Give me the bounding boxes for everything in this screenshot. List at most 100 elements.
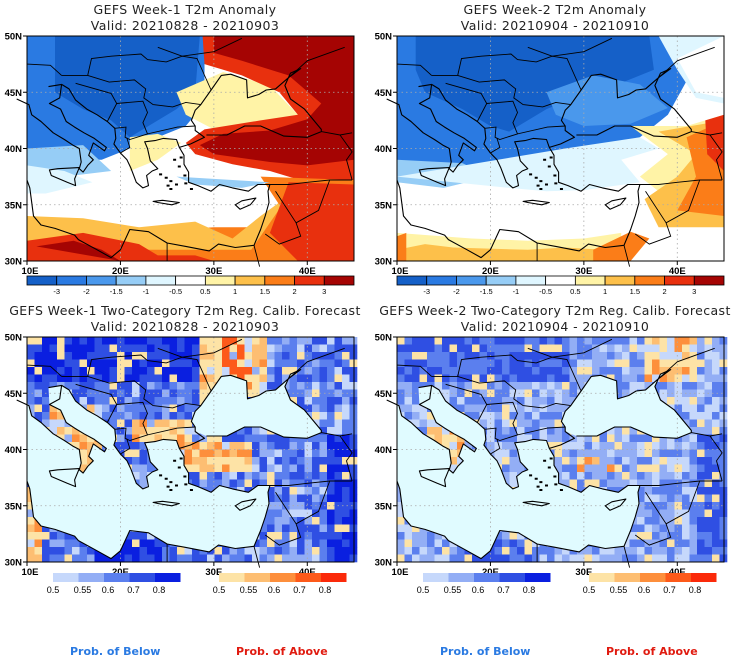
island xyxy=(189,489,193,491)
prob-cell xyxy=(214,367,223,375)
prob-cell xyxy=(487,352,495,360)
prob-cell xyxy=(419,412,428,420)
prob-cell xyxy=(524,554,533,563)
y-tick-label: 50N xyxy=(5,32,23,43)
prob-cell xyxy=(349,532,358,540)
prob-cell xyxy=(547,434,555,443)
y-tick-label: 40N xyxy=(5,144,23,155)
colorbar-below-swatch xyxy=(525,573,551,582)
prob-cell xyxy=(57,367,65,375)
prob-cell xyxy=(682,554,690,563)
prob-cell xyxy=(229,554,238,563)
prob-cell xyxy=(697,547,705,555)
prob-cell xyxy=(419,352,428,360)
prob-cell xyxy=(539,412,548,420)
prob-cell xyxy=(282,479,290,488)
prob-cell xyxy=(614,554,623,563)
prob-cell xyxy=(199,442,208,450)
prob-cell xyxy=(397,382,405,390)
prob-cell xyxy=(614,352,623,360)
prob-cell xyxy=(569,367,578,375)
prob-cell xyxy=(442,547,450,555)
prob-cell xyxy=(667,382,675,390)
prob-cell xyxy=(502,442,510,450)
prob-cell xyxy=(502,382,510,390)
prob-cell xyxy=(297,457,305,465)
country-border xyxy=(253,245,261,267)
prob-cell xyxy=(457,344,465,353)
prob-cell xyxy=(457,374,465,383)
prob-cell xyxy=(327,367,335,375)
colorbar-above-swatch xyxy=(589,573,615,582)
prob-cell xyxy=(289,457,298,465)
prob-cell xyxy=(139,554,148,563)
prob-cell xyxy=(674,509,683,518)
prob-cell xyxy=(509,449,518,458)
prob-cell xyxy=(667,502,675,510)
colorbar-above-swatch xyxy=(270,573,296,582)
coastline xyxy=(16,384,107,474)
prob-cell xyxy=(319,449,328,458)
prob-cell xyxy=(259,554,268,563)
country-border xyxy=(490,439,501,455)
colorbar-label: -2 xyxy=(83,287,90,296)
prob-cell xyxy=(342,382,350,390)
prob-cell xyxy=(177,397,185,405)
prob-cell xyxy=(312,554,320,563)
country-border xyxy=(658,347,715,379)
prob-cell xyxy=(304,464,313,473)
prob-cell xyxy=(124,389,133,398)
prob-cell xyxy=(517,352,525,360)
prob-cell xyxy=(304,532,313,540)
prob-cell xyxy=(349,419,358,428)
prob-cell xyxy=(267,517,275,525)
prob-cell xyxy=(607,457,615,465)
anomaly-region xyxy=(397,238,631,261)
prob-cell xyxy=(697,367,705,375)
prob-cell xyxy=(644,359,653,368)
prob-cell xyxy=(667,389,675,398)
prob-cell xyxy=(162,374,170,383)
prob-cell xyxy=(637,524,645,533)
prob-cell xyxy=(547,404,555,413)
prob-cell xyxy=(494,382,503,390)
prob-cell xyxy=(682,532,690,540)
prob-cell xyxy=(712,487,720,495)
prob-cell xyxy=(637,374,645,383)
prob-cell xyxy=(427,344,435,353)
prob-cell xyxy=(349,524,358,533)
prob-cell xyxy=(117,337,125,345)
prob-cell xyxy=(449,389,458,398)
prob-cell xyxy=(502,344,510,353)
island xyxy=(173,158,177,161)
prob-cell xyxy=(42,397,50,405)
coastline xyxy=(234,197,257,210)
prob-cell xyxy=(479,382,488,390)
prob-cell xyxy=(487,554,495,563)
colorbar-label: -1.5 xyxy=(110,287,123,296)
coastline xyxy=(431,384,550,490)
y-tick-label: 50N xyxy=(5,333,23,344)
prob-cell xyxy=(102,404,110,413)
country-border xyxy=(527,338,613,358)
prob-cell xyxy=(712,539,720,548)
prob-cell xyxy=(139,449,148,458)
prob-cell xyxy=(457,457,465,465)
prob-cell xyxy=(479,337,488,345)
prob-cell xyxy=(259,367,268,375)
prob-cell xyxy=(539,337,548,345)
prob-cell xyxy=(607,359,615,368)
prob-cell xyxy=(147,419,155,428)
prob-cell xyxy=(184,449,193,458)
prob-cell xyxy=(237,352,245,360)
x-tick-label: 10E xyxy=(392,266,409,277)
prob-cell xyxy=(584,472,593,480)
prob-cell xyxy=(27,359,35,368)
prob-cell xyxy=(404,404,413,413)
prob-cell xyxy=(207,449,215,458)
prob-cell xyxy=(349,412,358,420)
prob-cell xyxy=(184,427,193,435)
prob-cell xyxy=(282,359,290,368)
colorbar-label: 0.6 xyxy=(472,585,485,595)
prob-cell xyxy=(139,457,148,465)
